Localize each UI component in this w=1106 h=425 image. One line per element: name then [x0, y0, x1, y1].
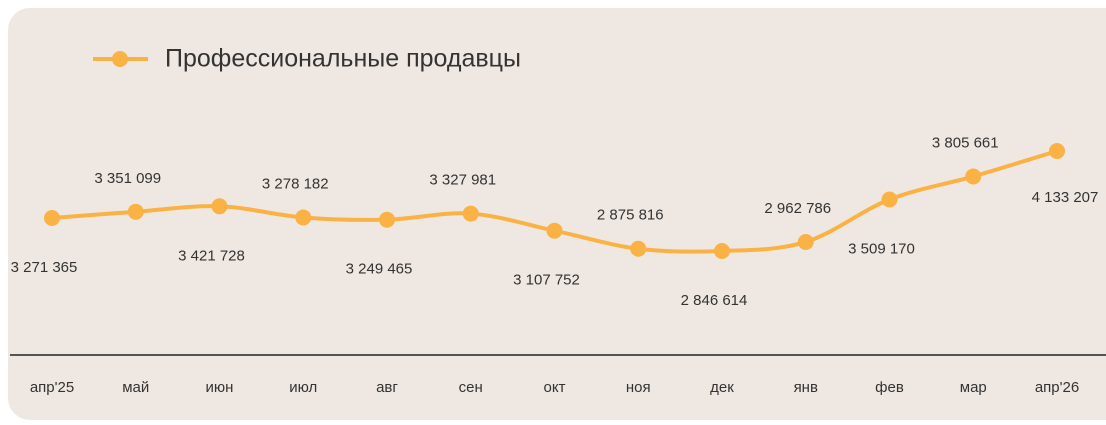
point [965, 168, 982, 185]
data-label: 3 249 465 [346, 261, 413, 278]
x-tick-label: ноя [626, 379, 651, 396]
point [379, 211, 395, 228]
data-label: 3 107 752 [513, 272, 580, 289]
x-tick-label: июн [206, 379, 234, 396]
point [127, 203, 144, 220]
data-label: 2 875 816 [597, 207, 664, 224]
point [546, 222, 563, 239]
data-label: 3 509 170 [848, 240, 915, 257]
data-label: 2 846 614 [681, 292, 748, 309]
point [44, 209, 60, 226]
data-label: 3 271 365 [11, 259, 78, 276]
data-label: 3 327 981 [429, 172, 496, 189]
x-tick-label: дек [710, 379, 734, 396]
data-label: 3 351 099 [94, 170, 161, 187]
panel [8, 8, 1106, 420]
point [881, 191, 898, 208]
data-label: 4 133 207 [1032, 189, 1099, 206]
data-label: 3 805 661 [932, 134, 999, 151]
x-tick-label: апр'25 [30, 379, 74, 396]
x-tick-label: авг [376, 379, 398, 396]
legend-label: Профессиональные продавцы [165, 45, 521, 73]
x-tick-label: мар [960, 379, 987, 396]
point [797, 233, 814, 250]
x-tick-label: июл [289, 379, 317, 396]
x-tick-label: май [122, 379, 149, 396]
legend-marker [112, 51, 128, 67]
x-tick-label: апр'26 [1035, 379, 1079, 396]
point [714, 243, 730, 259]
point [630, 240, 647, 257]
point [295, 209, 312, 226]
point [462, 205, 479, 222]
data-label: 3 278 182 [262, 175, 329, 192]
x-tick-label: фев [875, 379, 904, 396]
point [211, 198, 228, 215]
data-label: 3 421 728 [178, 247, 245, 264]
x-tick-label: окт [544, 379, 566, 396]
point [1049, 143, 1065, 159]
x-tick-label: янв [794, 379, 818, 396]
x-tick-label: сен [459, 379, 483, 396]
data-label: 2 962 786 [764, 200, 831, 217]
